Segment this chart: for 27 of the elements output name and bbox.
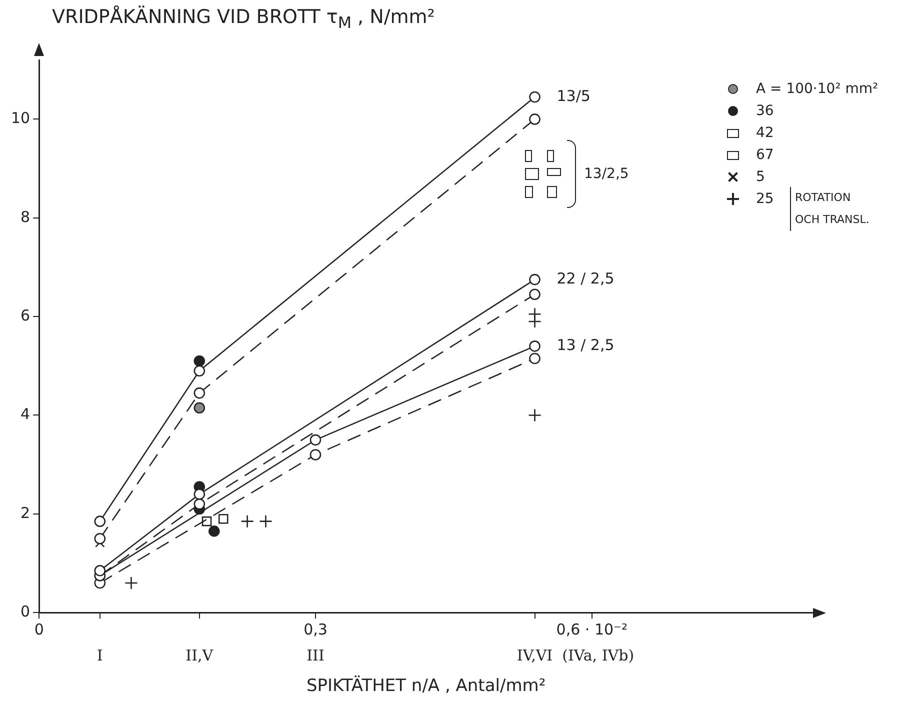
annotation: OCH TRANSL. [795, 212, 870, 228]
annotation: 13/2,5 [584, 166, 629, 182]
legend-label: 42 [756, 125, 774, 141]
series-label: 13 / 2,5 [556, 336, 614, 354]
legend-label: 36 [756, 103, 774, 119]
series-label: 22 / 2,5 [556, 269, 614, 288]
annotation: ROTATION [795, 190, 852, 206]
x-tick-label: 0,3 [304, 620, 328, 638]
y-tick-label: 10 [10, 109, 30, 128]
y-tick-label: 0 [20, 602, 30, 620]
text: I [96, 646, 103, 664]
text: IV,VI (IVa, IVb) [516, 646, 634, 664]
text: III [306, 646, 324, 664]
legend-label: A = 100·10² mm² [756, 81, 878, 97]
y-axis-title: VRIDPÅKÄNNING VID BROTT τ$_{M}$ , N/mm² [52, 6, 435, 32]
text: II,V [186, 646, 214, 664]
y-tick-label: 2 [20, 504, 30, 522]
y-tick-label: 6 [20, 306, 30, 324]
x-axis-title: SPIKTÄTHET n/A , Antal/mm² [306, 675, 546, 696]
y-tick-label: 8 [20, 208, 30, 226]
legend-label: 5 [756, 169, 765, 185]
series-label: 13/5 [556, 86, 590, 105]
legend-label: 67 [756, 147, 774, 163]
legend-label: 25 [756, 191, 774, 207]
y-tick-label: 4 [20, 405, 30, 424]
x-tick-label: 0,6 · 10⁻² [556, 620, 628, 638]
x-tick-label: 0 [34, 620, 44, 638]
